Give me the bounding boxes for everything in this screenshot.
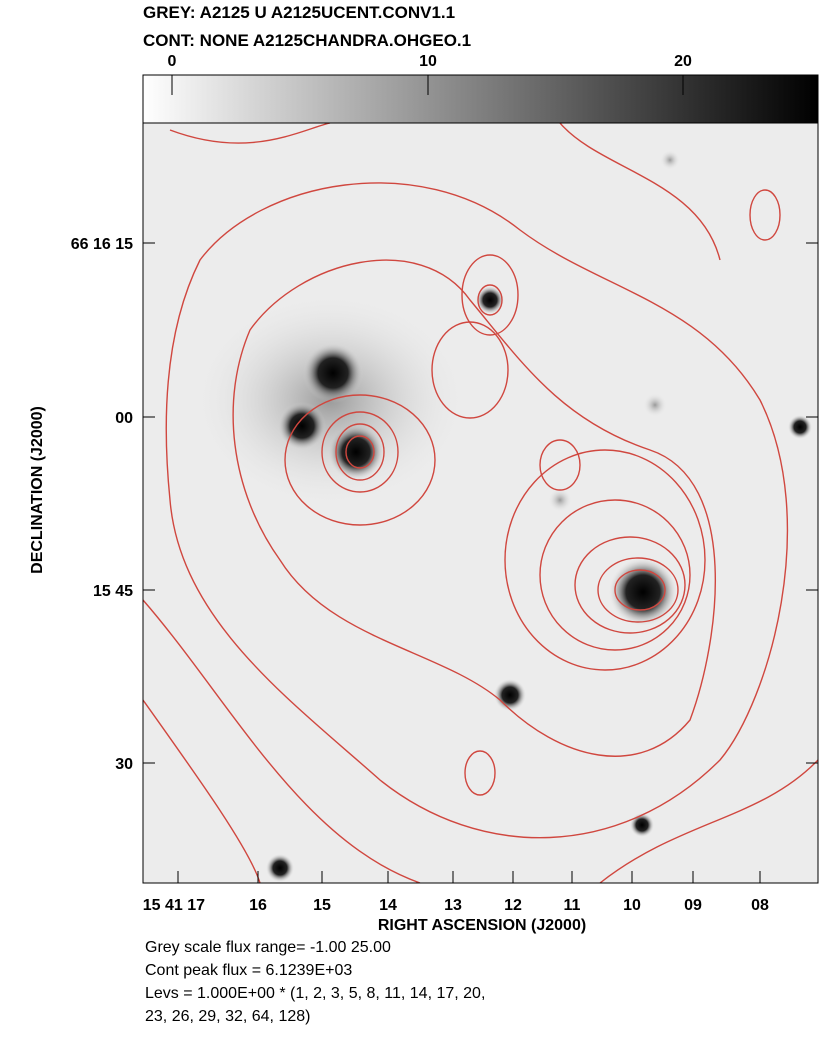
x-ticks: 15 41 17 16 15 14 13 12 11 10 09 08 bbox=[143, 871, 769, 914]
header-line: CONT: NONE A2125CHANDRA.OHGEO.1 bbox=[143, 31, 471, 50]
colorbar-ticks: 0 10 20 bbox=[168, 53, 692, 95]
footer-line: 23, 26, 29, 32, 64, 128) bbox=[145, 1008, 310, 1025]
footer-line: Levs = 1.000E+00 * (1, 2, 3, 5, 8, 11, 1… bbox=[145, 985, 485, 1002]
footer-line: Cont peak flux = 6.1239E+03 bbox=[145, 962, 352, 979]
y-ticks: 66 16 15 00 15 45 30 bbox=[71, 236, 818, 773]
image bbox=[143, 123, 818, 883]
colorbar-tick-label: 0 bbox=[168, 53, 177, 70]
x-tick-label: 14 bbox=[379, 897, 397, 914]
colorbar bbox=[142, 74, 819, 124]
x-tick-label: 10 bbox=[623, 897, 641, 914]
x-tick-label: 15 bbox=[313, 897, 331, 914]
x-axis-label: RIGHT ASCENSION (J2000) bbox=[378, 917, 586, 934]
x-tick-label: 09 bbox=[684, 897, 702, 914]
y-axis-label: DECLINATION (J2000) bbox=[29, 406, 46, 574]
x-tick-label: 13 bbox=[444, 897, 462, 914]
header-line: GREY: A2125 U A2125UCENT.CONV1.1 bbox=[143, 3, 455, 22]
x-tick-label: 12 bbox=[504, 897, 522, 914]
x-tick-label: 16 bbox=[249, 897, 267, 914]
x-tick-label: 11 bbox=[564, 897, 581, 914]
colorbar-tick-label: 10 bbox=[419, 53, 437, 70]
footer: Grey scale flux range= -1.00 25.00 Cont p… bbox=[145, 939, 485, 1025]
image-frame bbox=[142, 122, 819, 884]
colorbar-tick-label: 20 bbox=[674, 53, 692, 70]
x-tick-label: 15 41 17 bbox=[143, 897, 205, 914]
footer-line: Grey scale flux range= -1.00 25.00 bbox=[145, 939, 391, 956]
y-tick-label: 15 45 bbox=[93, 583, 133, 600]
x-tick-label: 08 bbox=[751, 897, 769, 914]
y-tick-label: 00 bbox=[115, 410, 133, 427]
y-tick-label: 66 16 15 bbox=[71, 236, 133, 253]
y-tick-label: 30 bbox=[115, 756, 133, 773]
